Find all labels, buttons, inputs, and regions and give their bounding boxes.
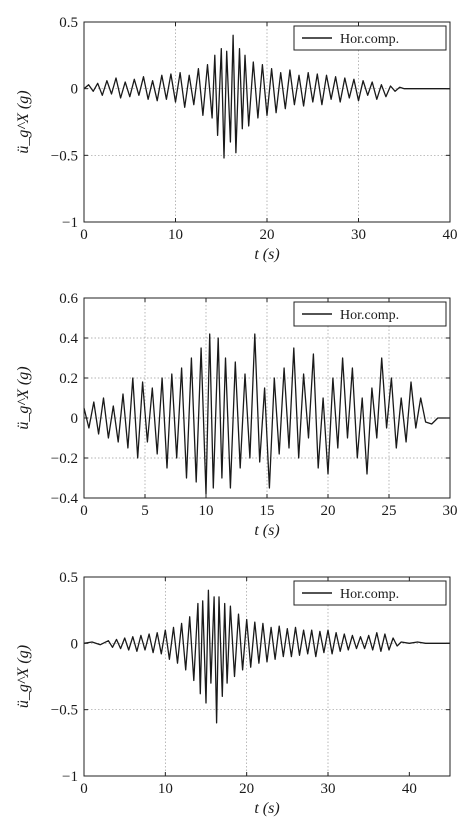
y-axis-label: ü_g^X (g) bbox=[15, 90, 32, 153]
x-tick-label: 10 bbox=[158, 781, 173, 797]
y-tick-label: 0.4 bbox=[59, 331, 78, 347]
x-tick-label: 40 bbox=[402, 781, 417, 797]
x-axis-label: t (s) bbox=[254, 522, 279, 539]
x-tick-label: 20 bbox=[239, 781, 254, 797]
plot-frame bbox=[83, 297, 451, 499]
y-tick-label: 0 bbox=[71, 636, 79, 652]
x-tick-label: 10 bbox=[168, 227, 183, 243]
x-tick-label: 10 bbox=[199, 503, 214, 519]
chart-panel-2: 0 5 10 15 20 25 30 −0.4 −0.2 0 0.2 0.4 0.6 t (s) ü_g^X… bbox=[15, 291, 458, 539]
plot-frame bbox=[83, 21, 451, 223]
y-tick-label: −1 bbox=[62, 769, 78, 785]
y-tick-label: 0.5 bbox=[59, 570, 78, 586]
x-tick-label: 15 bbox=[260, 503, 275, 519]
series-line bbox=[83, 34, 450, 159]
y-axis-label: ü_g^X (g) bbox=[15, 645, 32, 708]
y-tick-label: 0 bbox=[71, 411, 79, 427]
y-axis-label: ü_g^X (g) bbox=[15, 366, 32, 429]
y-tick-label: 0.2 bbox=[59, 371, 78, 387]
x-tick-label: 30 bbox=[351, 227, 366, 243]
chart-panel-3: 0 10 20 30 40 −1 −0.5 0 0.5 t (s) ü_g^X (g) Hor.com… bbox=[15, 570, 451, 817]
x-tick-label: 5 bbox=[141, 503, 149, 519]
x-tick-label: 0 bbox=[80, 227, 88, 243]
series-line bbox=[83, 333, 450, 495]
legend: Hor.comp. bbox=[293, 301, 447, 327]
legend: Hor.comp. bbox=[293, 25, 447, 51]
x-tick-label: 30 bbox=[443, 503, 458, 519]
x-tick-label: 0 bbox=[80, 781, 88, 797]
x-tick-label: 40 bbox=[443, 227, 458, 243]
y-tick-label: −0.5 bbox=[51, 148, 78, 164]
legend-label: Hor.comp. bbox=[340, 32, 399, 47]
x-axis-label: t (s) bbox=[254, 246, 279, 263]
series-line bbox=[83, 589, 450, 724]
chart-panel-1: 0 10 20 30 40 −1 −0.5 0 0.5 t (s) ü_g^X (g) Hor.com… bbox=[15, 15, 458, 263]
y-tick-label: −0.4 bbox=[51, 491, 79, 507]
y-tick-label: 0.6 bbox=[59, 291, 78, 307]
legend: Hor.comp. bbox=[293, 580, 447, 606]
y-tick-label: −0.5 bbox=[51, 703, 78, 719]
legend-label: Hor.comp. bbox=[340, 587, 399, 602]
x-tick-label: 20 bbox=[260, 227, 275, 243]
plot-frame bbox=[83, 576, 451, 777]
x-tick-label: 20 bbox=[321, 503, 336, 519]
legend-label: Hor.comp. bbox=[340, 308, 399, 323]
x-tick-label: 30 bbox=[321, 781, 336, 797]
x-tick-label: 0 bbox=[80, 503, 88, 519]
y-tick-label: −0.2 bbox=[51, 451, 78, 467]
x-axis-label: t (s) bbox=[254, 800, 279, 817]
y-tick-label: 0 bbox=[71, 82, 79, 98]
y-tick-label: −1 bbox=[62, 215, 78, 231]
y-tick-label: 0.5 bbox=[59, 15, 78, 31]
x-tick-label: 25 bbox=[382, 503, 397, 519]
